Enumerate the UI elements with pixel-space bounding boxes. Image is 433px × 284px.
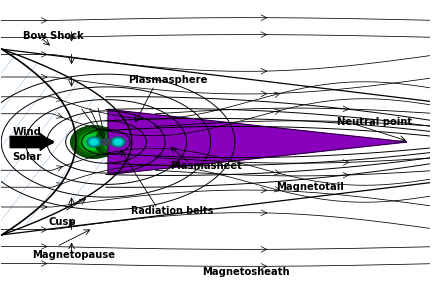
Ellipse shape [113,138,123,146]
Circle shape [101,139,111,145]
Text: Plasmasheet: Plasmasheet [170,161,242,171]
Text: Magnetopause: Magnetopause [32,250,115,260]
Ellipse shape [89,138,99,146]
Polygon shape [108,110,407,174]
Ellipse shape [114,139,122,145]
FancyArrow shape [10,133,51,151]
Text: Radiation belts: Radiation belts [131,206,214,216]
Text: Magnetosheath: Magnetosheath [202,267,289,277]
Ellipse shape [90,139,97,145]
Ellipse shape [111,137,125,147]
Ellipse shape [71,126,117,158]
Text: Solar: Solar [13,152,42,162]
Text: Neutral point: Neutral point [337,117,412,127]
Text: Wind: Wind [13,127,42,137]
Ellipse shape [79,132,109,152]
Ellipse shape [87,137,101,147]
Text: Plasmasphere: Plasmasphere [129,75,208,85]
Text: Cusp: Cusp [49,217,77,227]
Ellipse shape [103,132,133,152]
Ellipse shape [107,134,129,150]
Ellipse shape [83,134,105,150]
Ellipse shape [95,126,141,158]
Text: Magnetotail: Magnetotail [276,182,344,192]
Text: Bow Shock: Bow Shock [23,31,84,41]
Ellipse shape [99,129,137,155]
Ellipse shape [75,129,113,155]
